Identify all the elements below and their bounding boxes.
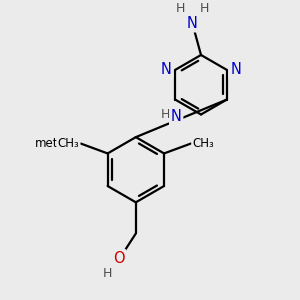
Text: methyl: methyl — [35, 137, 76, 150]
Text: N: N — [230, 62, 241, 77]
Text: H: H — [103, 267, 112, 280]
Text: N: N — [187, 16, 198, 31]
Text: N: N — [161, 62, 172, 77]
Text: H: H — [176, 2, 185, 15]
Text: H: H — [161, 108, 170, 121]
Text: O: O — [113, 250, 124, 266]
Text: N: N — [171, 110, 182, 124]
Text: CH₃: CH₃ — [192, 137, 214, 150]
Text: H: H — [200, 2, 209, 15]
Text: CH₃: CH₃ — [58, 137, 79, 150]
